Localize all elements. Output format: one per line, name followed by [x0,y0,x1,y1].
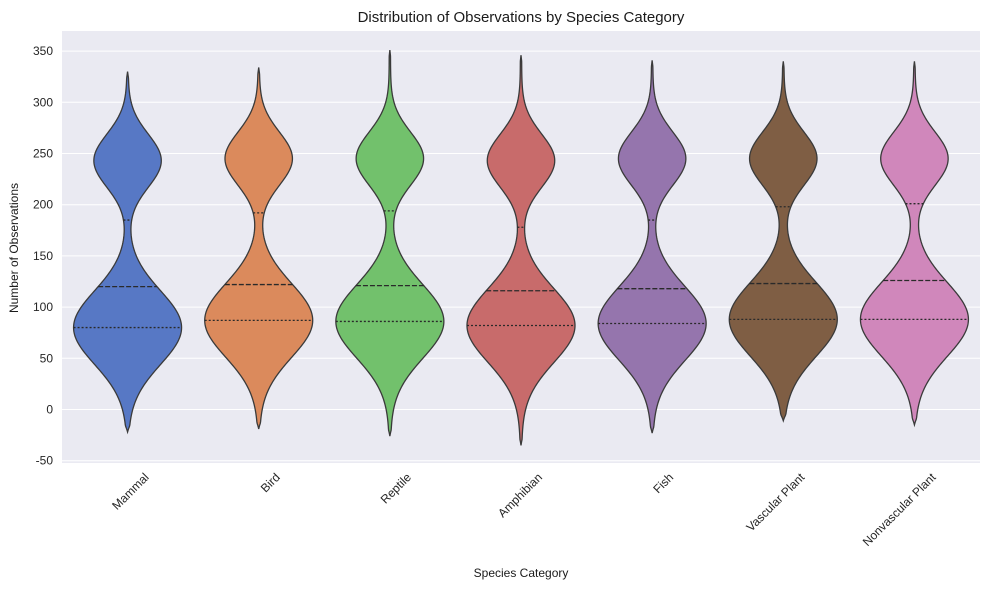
x-tick-label: Mammal [109,470,151,512]
y-tick-label: 300 [33,95,53,109]
y-tick-label: 350 [33,44,53,58]
violin-body [466,55,576,446]
y-tick-label: 50 [40,351,54,365]
y-tick-label: 150 [33,249,53,263]
x-axis-label: Species Category [474,566,569,580]
y-axis-label: Number of Observations [7,183,21,313]
violin-body [597,60,707,434]
x-axis-ticks: Mammal Bird Reptile Amphibian Fish Vascular P… [109,470,939,549]
x-tick-label: Bird [258,470,283,495]
x-tick-label: Amphibian [495,470,545,520]
y-tick-label: 0 [46,403,53,417]
x-tick-label: Vascular Plant [743,470,807,534]
x-tick-label: Nonvascular Plant [860,470,939,549]
y-axis-ticks: -50 0 50 100 150 200 250 300 350 [33,44,53,468]
y-tick-label: -50 [36,454,54,468]
y-tick-label: 100 [33,300,53,314]
violin-body [859,61,970,428]
violin-body [72,71,183,435]
violins [72,50,970,446]
y-tick-label: 200 [33,198,53,212]
chart-title: Distribution of Observations by Species … [358,9,685,26]
x-tick-label: Reptile [378,470,415,507]
y-tick-label: 250 [33,147,53,161]
x-tick-label: Fish [650,470,676,496]
violin-body [204,67,314,430]
violin-body [728,61,838,423]
violin-body [335,50,445,437]
